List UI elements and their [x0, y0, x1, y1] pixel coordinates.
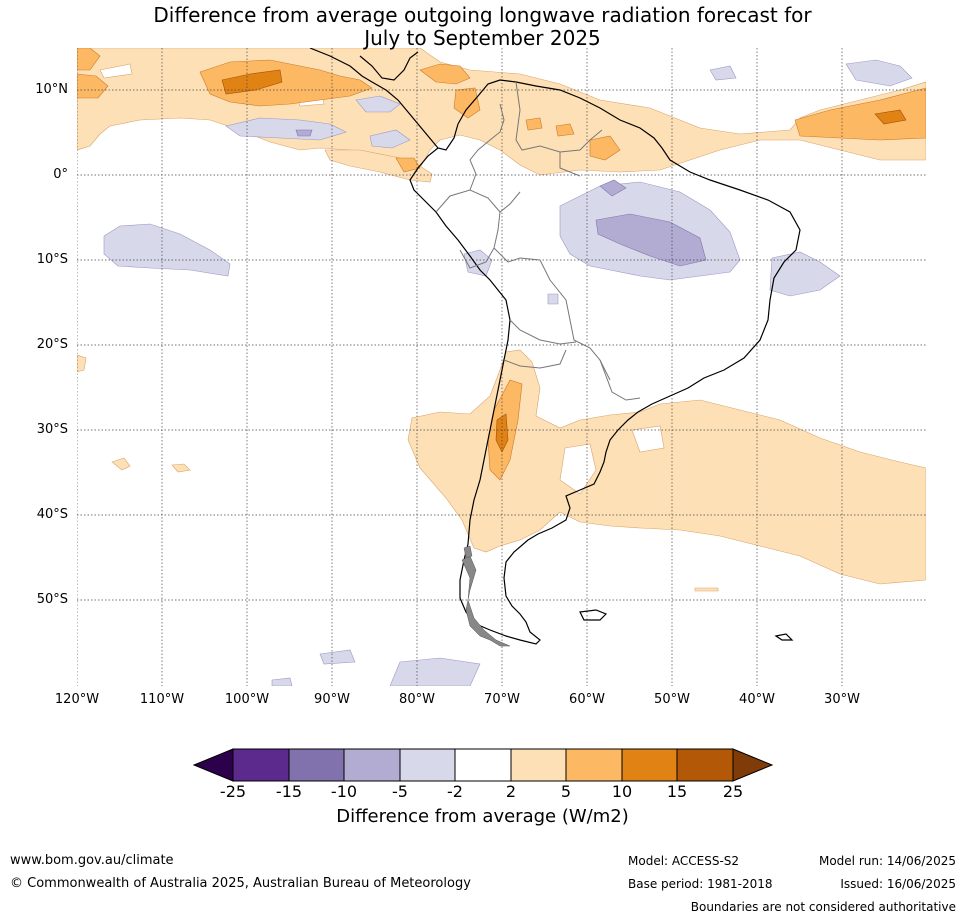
title-line-2: July to September 2025: [364, 26, 601, 50]
colorbar-tick: 10: [611, 782, 633, 801]
colorbar-tick: -15: [275, 782, 303, 801]
lat-label-0: 0°: [53, 167, 68, 182]
graticule: [77, 48, 926, 686]
country-borders: [435, 81, 641, 401]
coastline: [309, 48, 801, 645]
colorbar-tick: -2: [447, 782, 463, 801]
issued-date: Issued: 16/06/2025: [840, 877, 956, 891]
lon-label-60w: 60°W: [569, 692, 605, 707]
colorbar-tick: -5: [392, 782, 408, 801]
colorbar-label: Difference from average (W/m2): [336, 806, 629, 827]
anomaly-positive-strong: [221, 69, 907, 453]
colorbar-tick: 2: [505, 782, 517, 801]
lat-label-40s: 40°S: [36, 507, 68, 522]
lon-label-30w: 30°W: [824, 692, 860, 707]
lon-label-90w: 90°W: [314, 692, 350, 707]
lon-label-120w: 120°W: [54, 692, 100, 707]
anomaly-positive-mid: [77, 48, 926, 481]
lon-label-100w: 100°W: [224, 692, 270, 707]
lon-label-40w: 40°W: [739, 692, 775, 707]
lon-label-80w: 80°W: [399, 692, 435, 707]
colorbar-tick: 15: [666, 782, 688, 801]
anomaly-negative-mid: [295, 129, 707, 267]
base-period: Base period: 1981-2018: [628, 877, 773, 891]
model-run-date: Model run: 14/06/2025: [818, 854, 956, 868]
boundary-disclaimer: Boundaries are not considered authoritat…: [690, 900, 956, 914]
lat-label-20s: 20°S: [36, 337, 68, 352]
colorbar-tick: -10: [330, 782, 358, 801]
model-name: Model: ACCESS-S2: [628, 854, 740, 868]
lon-label-110w: 110°W: [139, 692, 185, 707]
lat-label-10s: 10°S: [36, 252, 68, 267]
lat-label-30s: 30°S: [36, 422, 68, 437]
title-line-1: Difference from average outgoing longwav…: [153, 3, 812, 27]
website-link[interactable]: www.bom.gov.au/climate: [10, 853, 174, 868]
copyright-text: © Commonwealth of Australia 2025, Austra…: [10, 876, 471, 891]
lat-label-50s: 50°S: [36, 592, 68, 607]
colorbar-tick: -25: [219, 782, 247, 801]
lon-label-50w: 50°W: [654, 692, 690, 707]
lat-label-10n: 10°N: [35, 82, 68, 97]
colorbar-tick: 25: [722, 782, 744, 801]
chile-islands: [461, 545, 511, 647]
lon-label-70w: 70°W: [484, 692, 520, 707]
map-title: Difference from average outgoing longwav…: [0, 4, 965, 50]
colorbar-tick: 5: [560, 782, 572, 801]
